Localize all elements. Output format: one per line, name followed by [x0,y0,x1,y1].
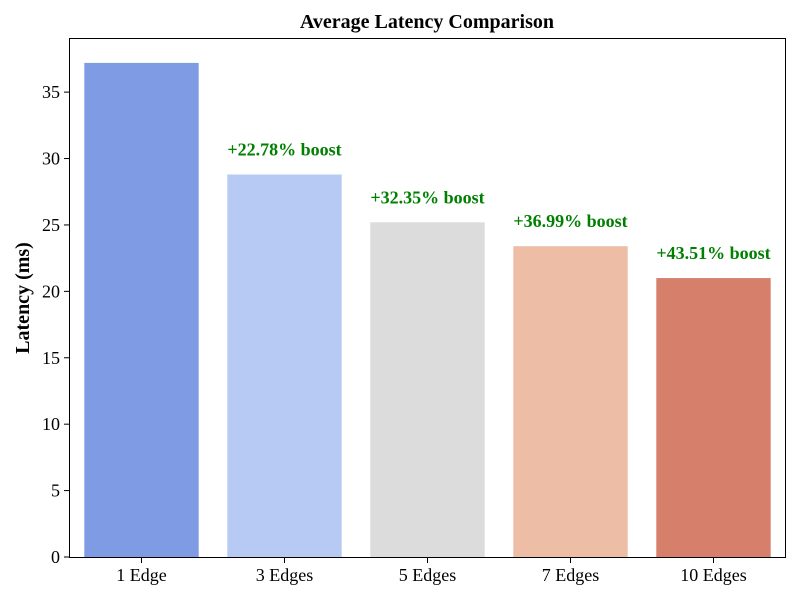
bars-group [84,62,771,558]
y-axis-label: Latency (ms) [12,242,34,354]
x-tick-label: 7 Edges [542,565,600,585]
y-tick-label: 0 [51,547,60,567]
y-tick-label: 30 [42,149,60,169]
chart-title: Average Latency Comparison [300,11,554,33]
boost-annotation: +32.35% boost [370,187,484,207]
bar-1-edge [84,62,199,558]
boost-annotation: +43.51% boost [656,243,770,263]
y-tick-label: 20 [42,281,60,301]
y-tick-label: 35 [42,82,60,102]
plot-frame [69,38,786,558]
x-tick-label: 5 Edges [399,565,457,585]
bar-7-edges [513,246,628,557]
boost-annotation: +36.99% boost [513,211,627,231]
y-tick-label: 10 [42,414,60,434]
x-tick-label: 10 Edges [680,565,747,585]
x-tick-label: 1 Edge [116,565,166,585]
bar-10-edges [656,278,771,557]
y-tick-label: 5 [51,481,60,501]
y-tick-label: 15 [42,348,60,368]
y-axis: 0 5 10 15 20 25 30 35 [42,82,70,567]
bar-3-edges [227,174,342,557]
annotations-group: +22.78% boost +32.35% boost +36.99% boost +… [227,139,770,263]
y-tick-label: 25 [42,215,60,235]
boost-annotation: +22.78% boost [227,139,341,159]
x-tick-label: 3 Edges [256,565,314,585]
x-axis: 1 Edge 3 Edges 5 Edges 7 Edges 10 Edges [116,557,747,585]
bar-5-edges [370,222,485,558]
